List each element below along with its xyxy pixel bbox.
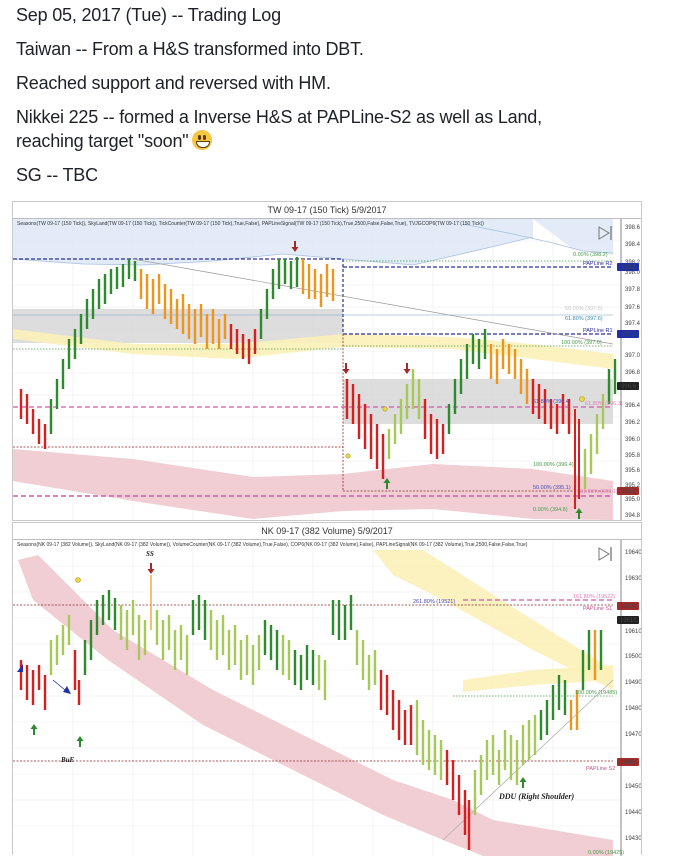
svg-text:19440: 19440 — [625, 810, 641, 816]
papline-r2-label: PAPLine R2 — [583, 261, 613, 267]
signal-markers — [291, 241, 585, 519]
svg-text:397.6: 397.6 — [625, 305, 641, 311]
chart-canvas[interactable]: 0.00% (398.2) PAPLine R2 50.00% (397.5) … — [13, 219, 641, 520]
price-tags: 19620 19615 19460 — [617, 602, 639, 766]
svg-text:19630: 19630 — [625, 576, 641, 582]
fib-label: 100.00% (396.4) — [533, 462, 574, 468]
chart-canvas[interactable]: SS BuE DDU (Right Shoulder) 261.80% (195… — [13, 540, 641, 856]
fib-label: 100.00% (19485) — [575, 690, 617, 696]
svg-text:396.0: 396.0 — [625, 437, 641, 443]
ss-annotation: SS — [146, 550, 154, 558]
bue-annotation: BuE — [60, 756, 75, 764]
chart-title: TW 09-17 (150 Tick) 5/9/2017 — [13, 202, 641, 219]
svg-text:394.8: 394.8 — [625, 513, 641, 519]
y-axis: 19640 19630 19610 19500 19490 19480 1947… — [625, 550, 641, 842]
scroll-to-end-icon[interactable] — [598, 226, 612, 240]
post-line-target-text: reaching target "soon" — [16, 131, 189, 151]
svg-text:395.6: 395.6 — [625, 468, 641, 474]
svg-text:398.1: 398.1 — [621, 265, 637, 271]
svg-text:396.8: 396.8 — [625, 370, 641, 376]
fib-label: 0.00% (19425) — [588, 850, 624, 856]
svg-text:19610: 19610 — [625, 629, 641, 635]
svg-text:19620: 19620 — [620, 604, 637, 610]
scroll-to-end-icon[interactable] — [598, 547, 612, 561]
papline-s1-label: PAPLine S1 — [583, 606, 612, 612]
chart-nk[interactable]: NK 09-17 (382 Volume) 5/9/2017 Seasons(N… — [12, 522, 642, 856]
svg-text:397.0: 397.0 — [625, 353, 641, 359]
indicator-list: Seasons(TW 09-17 (150 Tick)), SkyLand(TW… — [17, 221, 484, 227]
chart-title: NK 09-17 (382 Volume) 5/9/2017 — [13, 523, 641, 540]
post-line-taiwan: Taiwan -- From a H&S transformed into DB… — [16, 39, 364, 59]
svg-text:398.4: 398.4 — [625, 242, 641, 248]
signal-markers — [17, 563, 527, 788]
grinning-emoji-icon — [191, 130, 212, 150]
svg-text:396.2: 396.2 — [625, 420, 641, 426]
svg-text:19460: 19460 — [620, 760, 637, 766]
chart-tw[interactable]: TW 09-17 (150 Tick) 5/9/2017 Seasons(TW … — [12, 201, 642, 521]
post-line-target: reaching target "soon" — [16, 130, 666, 152]
fib-label: 0.00% (394.8) — [533, 507, 568, 513]
fib-label: 100.00% (397.0) — [561, 340, 602, 346]
svg-text:395.8: 395.8 — [625, 453, 641, 459]
post-title: Sep 05, 2017 (Tue) -- Trading Log — [16, 5, 281, 25]
fib-label: 61.80% (396.4) — [533, 399, 571, 405]
svg-text:19640: 19640 — [625, 550, 641, 556]
fib-label: 161.80% (19522) — [573, 594, 615, 600]
svg-text:398.0: 398.0 — [625, 270, 641, 276]
svg-text:19470: 19470 — [625, 732, 641, 738]
indicator-list: Seasons(NK 09-17 (382 Volume)), SkyLand(… — [17, 542, 528, 548]
fib-label: 61.80% (397.6) — [565, 316, 603, 322]
papline-s2-label: PAPLine S2 — [586, 766, 615, 772]
svg-text:395.0: 395.0 — [625, 497, 641, 503]
svg-text:395.2: 395.2 — [625, 483, 641, 489]
svg-text:19480: 19480 — [625, 706, 641, 712]
svg-text:396.4: 396.4 — [625, 403, 641, 409]
svg-text:19490: 19490 — [625, 680, 641, 686]
fib-label: 50.00% (397.5) — [565, 306, 603, 312]
post-line-sg: SG -- TBC — [16, 165, 98, 185]
fib-label: 0.00% (398.2) — [573, 252, 608, 258]
fib-label: 50.00% (395.1) — [533, 485, 571, 491]
svg-text:398.6: 398.6 — [625, 225, 641, 231]
post-line-nikkei: Nikkei 225 -- formed a Inverse H&S at PA… — [16, 107, 542, 127]
ddu-annotation: DDU (Right Shoulder) — [498, 792, 574, 801]
svg-text:19450: 19450 — [625, 784, 641, 790]
svg-text:397.4: 397.4 — [625, 321, 641, 327]
fib-label: 261.80% (19521) — [413, 599, 455, 605]
post-body: Sep 05, 2017 (Tue) -- Trading Log Taiwan… — [16, 4, 666, 198]
papline-r1-label: PAPLine R1 — [583, 328, 613, 334]
svg-text:19430: 19430 — [625, 836, 641, 842]
price-tags: 398.1 397.2 396.6 395.1 — [617, 263, 639, 495]
fib-label: 61.80% (396.3) — [585, 401, 623, 407]
fib-label: 61.80% (395.1) — [580, 489, 618, 495]
svg-text:395.1: 395.1 — [621, 489, 637, 495]
svg-text:397.2: 397.2 — [621, 332, 637, 338]
svg-text:397.8: 397.8 — [625, 287, 641, 293]
svg-text:19500: 19500 — [625, 654, 641, 660]
svg-text:396.6: 396.6 — [621, 384, 637, 390]
svg-text:19615: 19615 — [620, 618, 637, 624]
post-line-support: Reached support and reversed with HM. — [16, 73, 331, 93]
